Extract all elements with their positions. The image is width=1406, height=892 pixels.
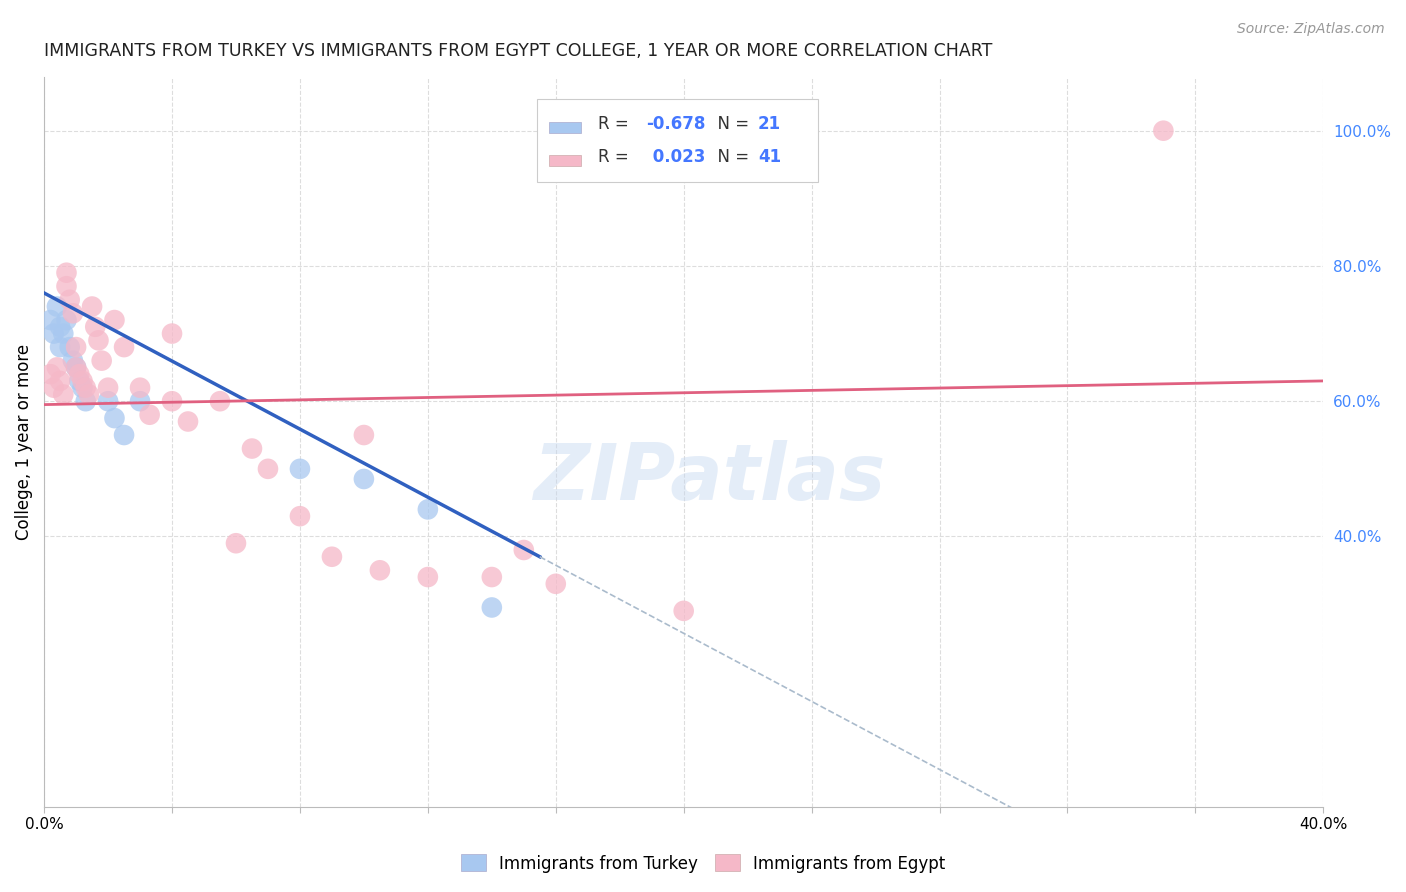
Point bbox=[288, 462, 311, 476]
Point bbox=[544, 576, 567, 591]
Text: R =: R = bbox=[598, 148, 634, 166]
Point bbox=[103, 313, 125, 327]
Point bbox=[481, 600, 503, 615]
Point bbox=[39, 367, 62, 381]
Point bbox=[39, 313, 62, 327]
Text: -0.678: -0.678 bbox=[647, 115, 706, 133]
Point bbox=[257, 462, 280, 476]
Point bbox=[90, 353, 112, 368]
Point bbox=[368, 563, 391, 577]
Point bbox=[42, 381, 65, 395]
Point bbox=[160, 394, 183, 409]
Point bbox=[112, 340, 135, 354]
Point bbox=[103, 411, 125, 425]
Point bbox=[67, 374, 90, 388]
Point bbox=[353, 472, 375, 486]
Point bbox=[288, 509, 311, 524]
Point bbox=[49, 340, 72, 354]
Point bbox=[177, 415, 200, 429]
Point bbox=[52, 387, 75, 401]
Point bbox=[52, 326, 75, 341]
Point bbox=[513, 543, 536, 558]
Text: IMMIGRANTS FROM TURKEY VS IMMIGRANTS FROM EGYPT COLLEGE, 1 YEAR OR MORE CORRELAT: IMMIGRANTS FROM TURKEY VS IMMIGRANTS FRO… bbox=[44, 42, 993, 60]
Text: N =: N = bbox=[707, 115, 754, 133]
Text: R =: R = bbox=[598, 115, 634, 133]
Bar bbox=[550, 155, 581, 166]
Point bbox=[97, 381, 120, 395]
Point bbox=[97, 394, 120, 409]
Point bbox=[672, 604, 695, 618]
Point bbox=[45, 300, 67, 314]
Point bbox=[62, 353, 84, 368]
Bar bbox=[537, 98, 818, 183]
Point bbox=[160, 326, 183, 341]
Text: N =: N = bbox=[707, 148, 754, 166]
Point bbox=[84, 319, 107, 334]
Point bbox=[49, 374, 72, 388]
Point bbox=[67, 367, 90, 381]
Point bbox=[65, 360, 87, 375]
Point bbox=[112, 428, 135, 442]
Text: Source: ZipAtlas.com: Source: ZipAtlas.com bbox=[1237, 22, 1385, 37]
Point bbox=[416, 502, 439, 516]
Point bbox=[42, 326, 65, 341]
Point bbox=[65, 340, 87, 354]
Point bbox=[80, 300, 103, 314]
Text: 21: 21 bbox=[758, 115, 780, 133]
Point bbox=[65, 360, 87, 375]
Point bbox=[72, 381, 94, 395]
Point bbox=[75, 394, 97, 409]
Point bbox=[87, 334, 110, 348]
Point bbox=[59, 340, 82, 354]
Point bbox=[138, 408, 160, 422]
Y-axis label: College, 1 year or more: College, 1 year or more bbox=[15, 343, 32, 540]
Point bbox=[225, 536, 247, 550]
Point bbox=[240, 442, 263, 456]
Text: 41: 41 bbox=[758, 148, 780, 166]
Point bbox=[77, 387, 100, 401]
Point bbox=[55, 313, 77, 327]
Point bbox=[481, 570, 503, 584]
Point bbox=[62, 306, 84, 320]
Legend: Immigrants from Turkey, Immigrants from Egypt: Immigrants from Turkey, Immigrants from … bbox=[454, 847, 952, 880]
Point bbox=[49, 319, 72, 334]
Point bbox=[129, 381, 152, 395]
Point bbox=[45, 360, 67, 375]
Point bbox=[55, 279, 77, 293]
Point bbox=[353, 428, 375, 442]
Point bbox=[129, 394, 152, 409]
Point bbox=[59, 293, 82, 307]
Point bbox=[55, 266, 77, 280]
Point bbox=[208, 394, 231, 409]
Point bbox=[321, 549, 343, 564]
Text: 0.023: 0.023 bbox=[647, 148, 704, 166]
Point bbox=[75, 381, 97, 395]
Point bbox=[1152, 124, 1174, 138]
Point bbox=[72, 374, 94, 388]
Text: ZIPatlas: ZIPatlas bbox=[533, 441, 886, 516]
Point bbox=[416, 570, 439, 584]
Bar bbox=[550, 122, 581, 133]
